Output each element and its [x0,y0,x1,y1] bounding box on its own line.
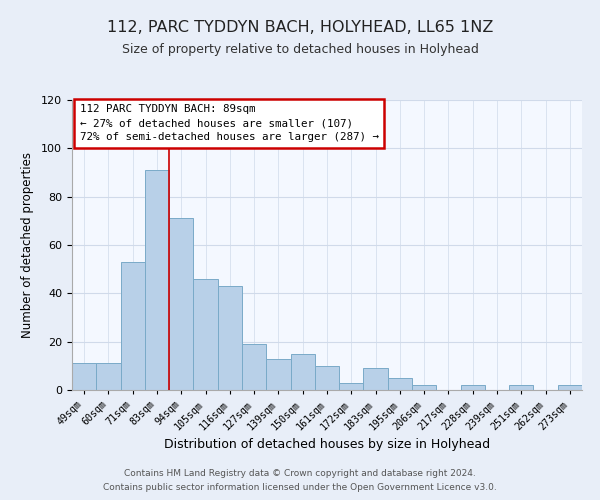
Bar [96,364,121,390]
Text: 112, PARC TYDDYN BACH, HOLYHEAD, LL65 1NZ: 112, PARC TYDDYN BACH, HOLYHEAD, LL65 1N… [107,20,493,35]
Bar [364,368,388,390]
Bar [558,385,582,390]
Bar [218,286,242,390]
Bar [266,358,290,390]
Bar [315,366,339,390]
Text: Contains public sector information licensed under the Open Government Licence v3: Contains public sector information licen… [103,484,497,492]
Bar [412,385,436,390]
Bar [72,364,96,390]
Bar [121,262,145,390]
Bar [169,218,193,390]
Bar [509,385,533,390]
Bar [242,344,266,390]
Text: 112 PARC TYDDYN BACH: 89sqm
← 27% of detached houses are smaller (107)
72% of se: 112 PARC TYDDYN BACH: 89sqm ← 27% of det… [80,104,379,142]
X-axis label: Distribution of detached houses by size in Holyhead: Distribution of detached houses by size … [164,438,490,452]
Bar [461,385,485,390]
Bar [388,378,412,390]
Bar [290,354,315,390]
Bar [193,279,218,390]
Text: Size of property relative to detached houses in Holyhead: Size of property relative to detached ho… [122,42,478,56]
Bar [145,170,169,390]
Bar [339,383,364,390]
Y-axis label: Number of detached properties: Number of detached properties [21,152,34,338]
Text: Contains HM Land Registry data © Crown copyright and database right 2024.: Contains HM Land Registry data © Crown c… [124,468,476,477]
